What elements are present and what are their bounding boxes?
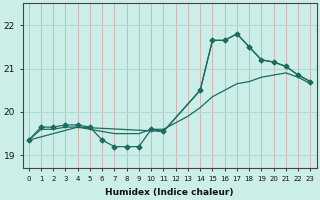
X-axis label: Humidex (Indice chaleur): Humidex (Indice chaleur) xyxy=(105,188,234,197)
